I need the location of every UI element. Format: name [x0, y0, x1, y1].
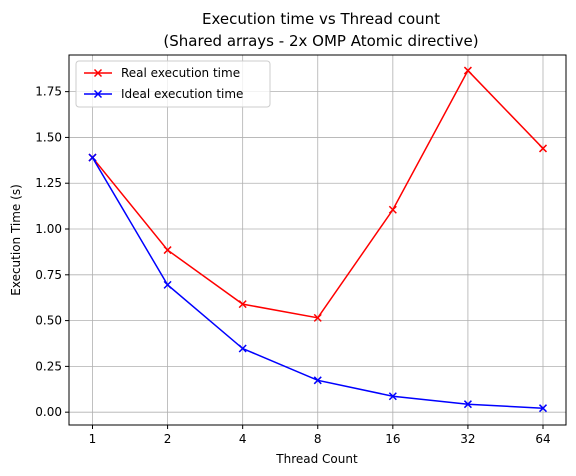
y-tick-label: 0.50 — [35, 314, 62, 328]
y-tick-label: 1.75 — [35, 85, 62, 99]
legend-label-ideal: Ideal execution time — [121, 87, 243, 101]
chart-title: Execution time vs Thread count — [202, 10, 440, 28]
x-tick-label: 8 — [314, 432, 322, 446]
legend-marker-real — [93, 68, 103, 78]
data-point-1-3 — [313, 376, 322, 385]
data-point-0-1 — [163, 246, 172, 255]
x-axis-label: Thread Count — [275, 452, 358, 466]
y-tick-label: 1.00 — [35, 222, 62, 236]
data-point-0-3 — [313, 313, 322, 322]
y-tick-label: 1.50 — [35, 130, 62, 144]
x-tick-label: 4 — [239, 432, 247, 446]
data-point-1-6 — [538, 404, 548, 413]
y-tick-label: 1.25 — [35, 176, 62, 190]
y-axis-ticks: 0.00 0.25 0.50 0.75 1.00 1.25 1.50 1.75 — [35, 85, 69, 419]
data-point-0-4 — [388, 205, 397, 214]
data-point-1-0 — [88, 153, 97, 162]
y-tick-label: 0.25 — [35, 359, 62, 373]
x-tick-label: 64 — [535, 432, 550, 446]
legend-box — [75, 60, 271, 108]
x-tick-label: 2 — [164, 432, 172, 446]
x-tick-label: 1 — [89, 432, 97, 446]
legend: Real execution time Ideal execution time — [75, 60, 271, 108]
x-tick-label: 32 — [460, 432, 475, 446]
chart-subtitle: (Shared arrays - 2x OMP Atomic directive… — [163, 32, 478, 50]
data-point-1-1 — [163, 280, 172, 289]
grid-lines — [69, 55, 566, 425]
y-tick-label: 0.75 — [35, 268, 62, 282]
y-tick-label: 0.00 — [35, 405, 62, 419]
series-group — [88, 66, 548, 413]
y-axis-label: Execution Time (s) — [9, 184, 23, 296]
data-point-0-2 — [238, 300, 247, 309]
legend-label-real: Real execution time — [121, 66, 240, 80]
data-point-0-5 — [463, 66, 472, 75]
data-point-0-6 — [538, 144, 548, 153]
data-point-1-5 — [463, 400, 472, 409]
legend-marker-ideal — [93, 89, 103, 99]
x-tick-label: 16 — [385, 432, 400, 446]
data-point-1-2 — [238, 344, 247, 353]
x-axis-ticks: 1 2 4 8 16 32 64 — [89, 425, 551, 446]
data-point-1-4 — [388, 392, 397, 401]
